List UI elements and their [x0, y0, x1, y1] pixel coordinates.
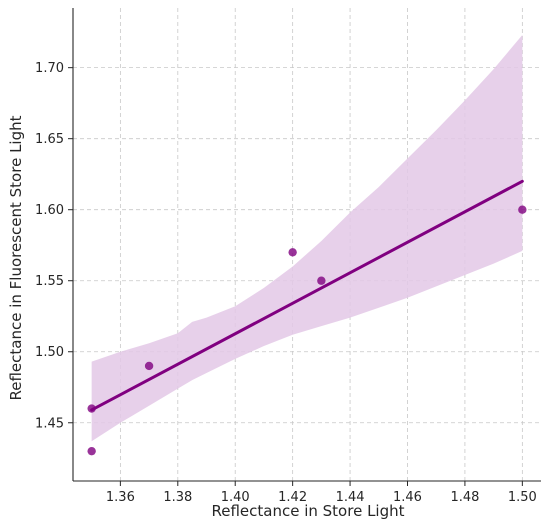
confidence-band — [91, 34, 523, 442]
confidence-band-layer — [91, 34, 523, 442]
x-axis-title: Reflectance in Store Light — [211, 502, 404, 520]
x-tick-label: 1.50 — [508, 490, 537, 505]
x-tick-label: 1.48 — [450, 490, 479, 505]
data-points-layer — [87, 205, 527, 456]
y-tick-label: 1.55 — [35, 274, 64, 289]
y-tick-label: 1.70 — [35, 61, 64, 76]
y-axis-title: Reflectance in Fluorescent Store Light — [7, 115, 25, 400]
x-tick-label: 1.38 — [163, 490, 192, 505]
x-tick-label: 1.36 — [106, 490, 135, 505]
data-point — [144, 361, 154, 371]
x-tick-label: 1.42 — [278, 490, 307, 505]
y-tick-label: 1.50 — [35, 345, 64, 360]
y-tick-label: 1.65 — [35, 132, 64, 147]
axes-layer: 1.36 1.38 1.40 1.42 1.44 1.46 1.48 1.50 1.45 1.50… — [35, 8, 541, 505]
data-point — [518, 205, 527, 214]
data-point — [87, 404, 96, 413]
data-point — [317, 276, 326, 285]
x-tick-label: 1.44 — [336, 490, 365, 505]
x-tick-label: 1.40 — [221, 490, 250, 505]
x-tick-label: 1.46 — [393, 490, 422, 505]
regression-line — [90, 179, 524, 412]
y-tick-label: 1.45 — [35, 416, 64, 431]
data-point — [87, 446, 96, 456]
regression-line-layer — [90, 179, 524, 412]
data-point — [288, 248, 297, 257]
y-tick-label: 1.60 — [35, 203, 64, 218]
